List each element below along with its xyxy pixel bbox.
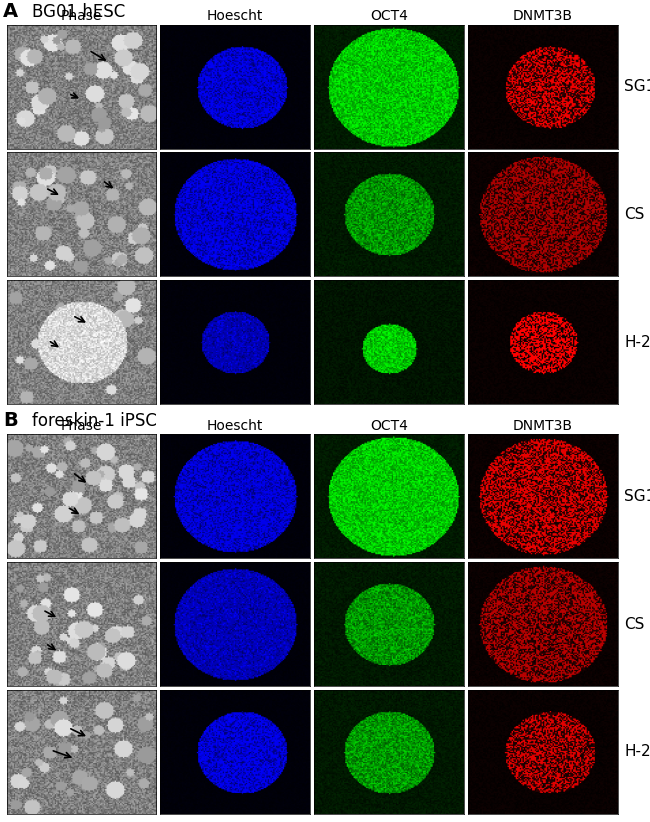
- Title: DNMT3B: DNMT3B: [513, 10, 573, 24]
- Title: Hoescht: Hoescht: [207, 419, 263, 433]
- Text: A: A: [3, 2, 18, 21]
- Title: Phase: Phase: [60, 419, 102, 433]
- Text: CS: CS: [624, 207, 644, 222]
- Text: BG01 hESC: BG01 hESC: [32, 2, 125, 21]
- Title: DNMT3B: DNMT3B: [513, 419, 573, 433]
- Title: OCT4: OCT4: [370, 10, 408, 24]
- Text: SG1: SG1: [624, 489, 650, 504]
- Title: OCT4: OCT4: [370, 419, 408, 433]
- Text: foreskin-1 iPSC: foreskin-1 iPSC: [32, 413, 157, 430]
- Text: H-230: H-230: [624, 744, 650, 760]
- Title: Hoescht: Hoescht: [207, 10, 263, 24]
- Text: H-230: H-230: [624, 335, 650, 349]
- Text: B: B: [3, 411, 18, 430]
- Text: SG1: SG1: [624, 79, 650, 95]
- Title: Phase: Phase: [60, 10, 102, 24]
- Text: CS: CS: [624, 616, 644, 631]
